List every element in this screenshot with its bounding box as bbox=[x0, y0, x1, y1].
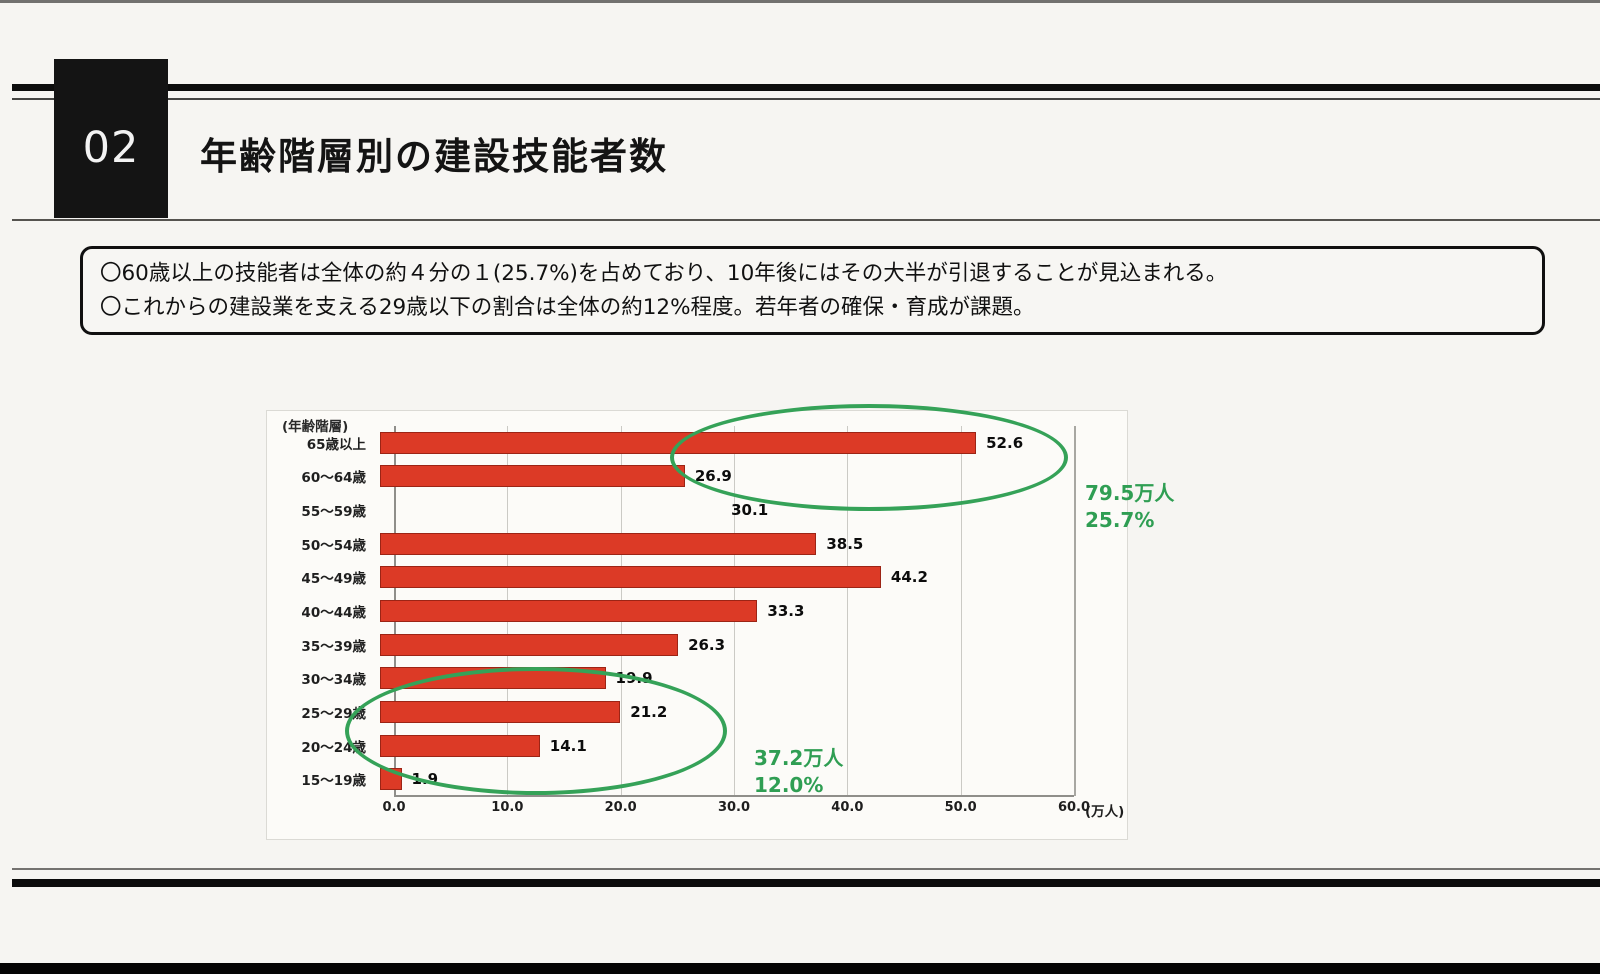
gridline bbox=[1074, 426, 1076, 796]
category-label: 35〜39歳 bbox=[301, 638, 366, 655]
bar-area: 33.3 bbox=[380, 594, 1060, 628]
x-axis-line bbox=[394, 795, 1074, 797]
bottom-black-bar bbox=[0, 963, 1600, 974]
x-tick-label: 30.0 bbox=[717, 800, 751, 815]
x-tick-label: 40.0 bbox=[831, 800, 864, 815]
gridline bbox=[847, 426, 849, 796]
bar bbox=[380, 566, 881, 589]
bar bbox=[380, 633, 679, 656]
value-label: 30.1 bbox=[731, 501, 769, 520]
chart-row: 40〜44歳 33.3 bbox=[267, 594, 1074, 628]
category-label: 55〜59歳 bbox=[301, 504, 366, 521]
bar bbox=[380, 532, 817, 555]
gridline bbox=[960, 426, 962, 796]
x-tick-label: 10.0 bbox=[491, 800, 524, 815]
value-label: 26.3 bbox=[688, 635, 726, 654]
category-label: 30〜34歳 bbox=[301, 672, 366, 689]
category-label: 40〜44歳 bbox=[301, 605, 366, 622]
chart-row: 35〜39歳 26.3 bbox=[267, 628, 1074, 662]
annotation-young-amount: 37.2万人 bbox=[754, 746, 844, 770]
x-tick-label: 20.0 bbox=[604, 800, 637, 815]
annotation-young: 37.2万人 12.0% bbox=[754, 745, 843, 799]
category-label: 60〜64歳 bbox=[301, 470, 366, 487]
bar-area: 30.1 bbox=[380, 493, 1060, 527]
chart-row: 45〜49歳 44.2 bbox=[267, 561, 1074, 595]
chart-row: 50〜54歳 38.5 bbox=[267, 527, 1074, 561]
bar bbox=[380, 465, 685, 488]
x-tick-label: 50.0 bbox=[944, 800, 977, 815]
page-title: 年齢階層別の建設技能者数 bbox=[200, 135, 668, 178]
bar bbox=[380, 600, 758, 623]
category-label: 50〜54歳 bbox=[301, 537, 366, 554]
x-tick-label: 60.0 bbox=[1057, 800, 1091, 815]
value-label: 38.5 bbox=[826, 534, 864, 553]
footer-thick-line bbox=[12, 879, 1600, 887]
header-thick-line bbox=[12, 84, 1600, 91]
highlight-ellipse-senior bbox=[670, 404, 1068, 511]
category-label: 45〜49歳 bbox=[301, 571, 366, 588]
summary-callout: 〇60歳以上の技能者は全体の約４分の１(25.7%)を占めており、10年後にはそ… bbox=[80, 246, 1545, 335]
section-number-box: 02 bbox=[54, 59, 168, 218]
y-axis-title: (年齢階層) bbox=[282, 419, 349, 435]
x-axis-unit-label: (万人) bbox=[1085, 804, 1125, 820]
annotation-senior-amount: 79.5万人 bbox=[1085, 481, 1175, 505]
annotation-young-percent: 12.0% bbox=[754, 773, 824, 797]
category-label: 65歳以上 bbox=[306, 436, 366, 453]
top-border-line bbox=[0, 0, 1600, 3]
x-axis-ticks: 0.0 10.0 20.0 30.0 40.0 50.0 60.0 bbox=[382, 800, 1090, 820]
callout-line-1: 〇60歳以上の技能者は全体の約４分の１(25.7%)を占めており、10年後にはそ… bbox=[100, 260, 1228, 286]
highlight-ellipse-young bbox=[345, 667, 727, 795]
header-bottom-line bbox=[12, 219, 1600, 221]
header-thin-line bbox=[12, 98, 1600, 100]
bar-area: 38.5 bbox=[380, 527, 1060, 561]
x-tick-label: 0.0 bbox=[382, 800, 406, 815]
footer-thin-line bbox=[12, 868, 1600, 870]
value-label: 44.2 bbox=[890, 568, 928, 587]
section-number: 02 bbox=[82, 122, 140, 173]
callout-line-2: 〇これからの建設業を支える29歳以下の割合は全体の約12%程度。若年者の確保・育… bbox=[100, 294, 1035, 320]
category-label: 15〜19歳 bbox=[301, 773, 366, 790]
annotation-senior-percent: 25.7% bbox=[1085, 508, 1155, 532]
annotation-senior: 79.5万人 25.7% bbox=[1085, 480, 1174, 534]
bar-area: 44.2 bbox=[380, 561, 1060, 595]
value-label: 33.3 bbox=[767, 602, 805, 621]
bar-area: 26.3 bbox=[380, 628, 1060, 662]
chart-row: 55〜59歳 30.1 bbox=[267, 493, 1074, 527]
